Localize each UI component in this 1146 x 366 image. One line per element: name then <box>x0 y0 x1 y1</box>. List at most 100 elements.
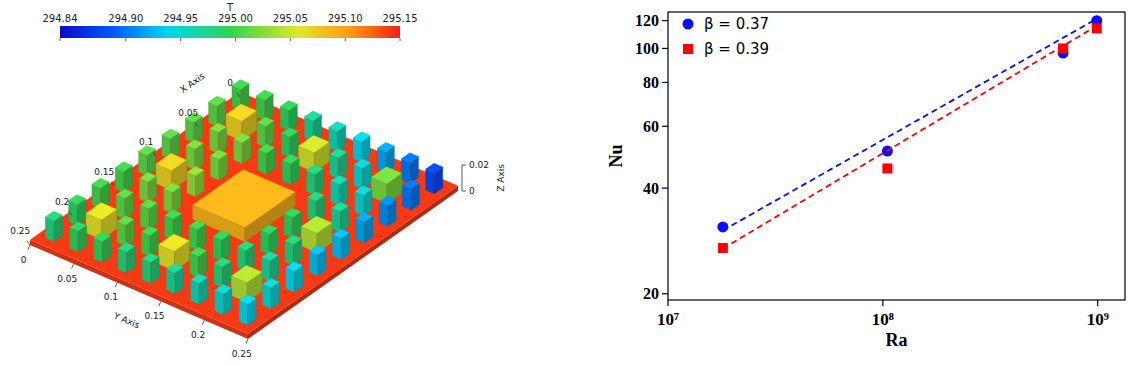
block-side <box>353 138 362 163</box>
block-top <box>261 251 278 261</box>
block-top <box>214 257 231 267</box>
block-top <box>190 247 207 257</box>
block-side <box>329 127 338 152</box>
axes-3d: 00.050.10.150.20.25X Axis00.050.10.150.2… <box>10 71 506 359</box>
z-tick <box>462 165 466 166</box>
y-tick <box>72 264 74 269</box>
block-side <box>139 178 148 203</box>
block-top <box>156 153 187 170</box>
block-side <box>164 189 173 214</box>
block-top <box>354 159 371 169</box>
block-top <box>262 278 279 288</box>
block-top <box>237 241 254 251</box>
block-top <box>284 208 301 218</box>
block <box>285 235 302 265</box>
block <box>282 154 299 184</box>
block <box>262 278 279 308</box>
block-side <box>286 268 295 293</box>
block <box>190 247 207 277</box>
block <box>281 127 298 157</box>
block <box>256 90 273 120</box>
base-plate <box>30 92 458 339</box>
x-axis-label: Ra <box>886 330 908 350</box>
block-top <box>215 284 232 294</box>
block-side <box>215 290 224 315</box>
block-top <box>330 148 347 158</box>
block-top <box>139 172 156 182</box>
block <box>210 123 227 153</box>
colorbar-tick <box>400 38 401 41</box>
block-side <box>261 230 270 255</box>
block-top <box>329 121 346 131</box>
block-side <box>281 133 290 158</box>
block <box>331 202 348 232</box>
legend: β = 0.37β = 0.39 <box>683 15 770 58</box>
block-side <box>210 129 219 154</box>
figure: T294.84294.90294.95295.00295.05295.10295… <box>0 0 1146 366</box>
legend-marker <box>683 19 694 30</box>
block-top <box>118 242 135 252</box>
y-tick-label: 20 <box>643 285 659 302</box>
block-top <box>187 166 204 176</box>
block-top <box>285 235 302 245</box>
colorbar-tick-label: 294.95 <box>163 13 198 24</box>
block <box>116 189 133 219</box>
block <box>239 295 256 325</box>
block <box>164 183 181 213</box>
block <box>186 139 203 169</box>
block-top <box>371 167 402 184</box>
block-top <box>234 133 251 143</box>
x-tick <box>882 300 883 306</box>
block-top <box>301 216 332 233</box>
block-top <box>189 220 206 230</box>
block <box>140 199 157 229</box>
y-tick-label: 80 <box>643 74 659 91</box>
block <box>379 196 396 226</box>
block-top <box>232 80 249 90</box>
block-top <box>140 199 157 209</box>
block <box>356 212 373 242</box>
block <box>402 180 419 210</box>
block-top <box>69 222 86 232</box>
y-tick-label: 0.1 <box>104 292 118 302</box>
block-side <box>185 118 194 143</box>
y-axis-label: Y Axis <box>111 310 141 330</box>
z-axis-label: Z Axis <box>496 164 506 192</box>
z-axis-line <box>462 165 463 191</box>
block-top <box>331 202 348 212</box>
block-side <box>189 226 198 251</box>
block-top <box>261 225 278 235</box>
block <box>189 220 206 250</box>
colorbar-tick-label: 295.10 <box>328 13 363 24</box>
block-side <box>309 251 318 276</box>
block <box>426 163 443 193</box>
block <box>331 175 348 205</box>
block-side <box>331 208 340 233</box>
block-side <box>140 205 149 230</box>
block-top <box>356 212 373 222</box>
y-tick-label: 120 <box>635 12 659 29</box>
block-side <box>354 165 363 190</box>
block-side <box>187 172 196 197</box>
block-side <box>356 218 365 243</box>
block-side <box>258 150 267 175</box>
block <box>193 169 296 241</box>
x-tick-label: 10⁹ <box>1087 310 1109 329</box>
block-top <box>210 123 227 133</box>
block <box>141 226 158 256</box>
y-tick-label: 60 <box>643 118 659 135</box>
block-top <box>94 232 111 242</box>
block <box>286 262 303 292</box>
block <box>332 229 349 259</box>
y-tick-label: 40 <box>643 180 659 197</box>
block-side <box>190 253 199 278</box>
block-top <box>305 111 322 121</box>
block-side <box>261 257 270 282</box>
block-top <box>164 183 181 193</box>
z-tick-label: 0 <box>469 186 475 196</box>
block-top <box>186 139 203 149</box>
block-side <box>139 151 148 176</box>
block <box>261 225 278 255</box>
plate-top <box>30 92 458 334</box>
x-tick <box>667 300 668 306</box>
